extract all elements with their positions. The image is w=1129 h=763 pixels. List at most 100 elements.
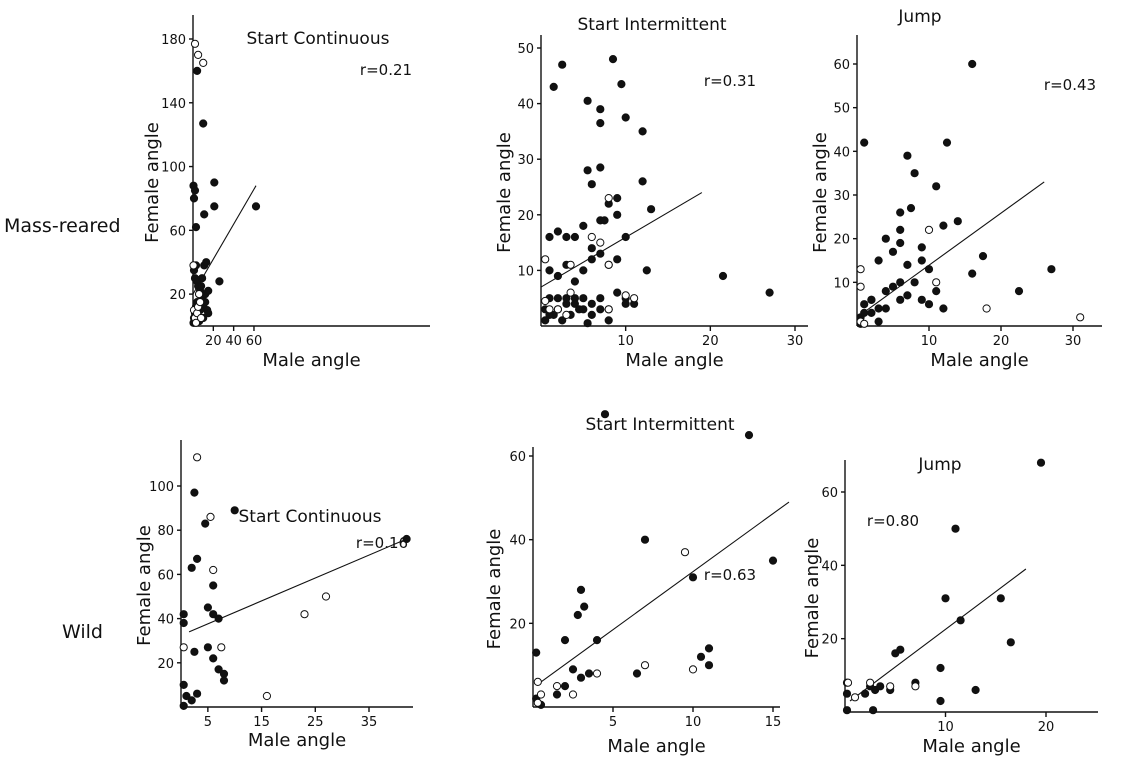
x-axis-label: Male angle bbox=[248, 730, 346, 751]
open-point bbox=[195, 290, 204, 299]
filled-point bbox=[553, 271, 563, 281]
x-tick-label: 15 bbox=[253, 715, 270, 730]
filled-point bbox=[541, 316, 550, 325]
filled-point bbox=[932, 287, 941, 296]
filled-point bbox=[968, 269, 977, 278]
filled-point bbox=[558, 316, 567, 325]
filled-point bbox=[579, 294, 588, 303]
filled-point bbox=[936, 663, 945, 673]
open-point bbox=[321, 592, 331, 601]
x-tick-label: 10 bbox=[685, 715, 702, 730]
correlation-label: r=0.80 bbox=[867, 512, 919, 530]
open-point bbox=[194, 50, 203, 60]
y-tick-label: 140 bbox=[161, 97, 186, 112]
filled-point bbox=[696, 652, 706, 661]
filled-point bbox=[903, 151, 912, 160]
filled-point bbox=[867, 295, 876, 304]
y-tick-label: 20 bbox=[509, 617, 526, 632]
filled-point bbox=[198, 274, 207, 283]
filled-point bbox=[953, 217, 962, 226]
scatter-panel-2: 10 20 30 10 20 30 40 50 Start Intermittent r=0.31… bbox=[494, 15, 808, 371]
filled-point bbox=[576, 673, 586, 682]
open-point bbox=[190, 39, 200, 48]
filled-point bbox=[580, 602, 589, 611]
x-tick-label: 15 bbox=[765, 715, 782, 730]
y-tick-label: 20 bbox=[821, 633, 838, 648]
filled-point bbox=[191, 223, 201, 232]
filled-point bbox=[592, 636, 602, 645]
x-axis-label: Male angle bbox=[625, 350, 723, 371]
filled-point bbox=[583, 319, 592, 328]
filled-point bbox=[549, 82, 558, 92]
filled-point bbox=[560, 682, 570, 691]
filled-point bbox=[570, 299, 580, 308]
filled-point bbox=[861, 689, 870, 698]
panel-title: Start Intermittent bbox=[585, 415, 734, 435]
filled-point bbox=[978, 252, 988, 261]
filled-point bbox=[896, 295, 905, 304]
filled-point bbox=[596, 249, 605, 258]
open-point bbox=[630, 294, 639, 303]
open-point bbox=[199, 58, 208, 68]
filled-point bbox=[203, 603, 212, 612]
regression-line bbox=[540, 501, 790, 683]
filled-point bbox=[560, 636, 570, 645]
filled-point bbox=[896, 645, 905, 654]
correlation-label: r=0.43 bbox=[1044, 76, 1096, 94]
filled-point bbox=[1006, 638, 1015, 647]
y-tick-label: 60 bbox=[169, 224, 186, 239]
x-tick-label: 10 bbox=[921, 334, 938, 349]
filled-point bbox=[583, 96, 592, 105]
filled-point bbox=[647, 205, 656, 214]
filled-point bbox=[210, 202, 219, 211]
y-tick-label: 180 bbox=[161, 33, 186, 48]
x-tick-label: 5 bbox=[609, 715, 617, 730]
y-tick-label: 40 bbox=[509, 534, 526, 549]
regression-line bbox=[188, 538, 407, 633]
panel-title: Start Continuous bbox=[239, 507, 382, 527]
filled-point bbox=[896, 238, 905, 248]
filled-point bbox=[193, 554, 202, 564]
open-point bbox=[932, 278, 941, 287]
open-point bbox=[911, 682, 920, 691]
open-point bbox=[566, 260, 575, 269]
filled-point bbox=[204, 286, 213, 295]
open-point bbox=[541, 255, 550, 264]
panel-title: Start Intermittent bbox=[577, 15, 726, 35]
y-tick-label: 60 bbox=[833, 58, 850, 73]
filled-point bbox=[562, 294, 571, 303]
filled-point bbox=[881, 304, 890, 313]
filled-point bbox=[1047, 265, 1056, 274]
filled-point bbox=[876, 682, 885, 691]
x-tick-label: 20 bbox=[702, 334, 719, 349]
y-tick-label: 60 bbox=[821, 486, 838, 501]
open-point bbox=[541, 296, 550, 306]
filled-point bbox=[568, 665, 578, 674]
y-tick-label: 60 bbox=[157, 568, 174, 583]
x-tick-label: 60 bbox=[246, 334, 263, 349]
open-point bbox=[193, 453, 202, 462]
filled-point bbox=[888, 282, 898, 291]
filled-point bbox=[203, 643, 212, 652]
filled-point bbox=[936, 696, 945, 706]
filled-point bbox=[587, 180, 596, 189]
filled-point bbox=[579, 266, 588, 275]
open-point bbox=[886, 682, 895, 691]
open-point bbox=[850, 693, 860, 702]
open-point bbox=[533, 677, 542, 687]
filled-point bbox=[570, 232, 580, 242]
y-tick-label: 20 bbox=[169, 288, 186, 303]
filled-point bbox=[573, 610, 582, 620]
filled-point bbox=[903, 291, 912, 300]
filled-point bbox=[881, 287, 890, 296]
x-axis-label: Male angle bbox=[262, 350, 360, 371]
filled-point bbox=[881, 234, 890, 243]
x-tick-label: 40 bbox=[225, 334, 242, 349]
y-axis-label: Female angle bbox=[810, 132, 831, 253]
filled-point bbox=[704, 644, 714, 653]
open-point bbox=[592, 669, 602, 678]
filled-point bbox=[939, 304, 948, 313]
filled-point bbox=[939, 221, 948, 230]
x-tick-label: 35 bbox=[361, 715, 378, 730]
